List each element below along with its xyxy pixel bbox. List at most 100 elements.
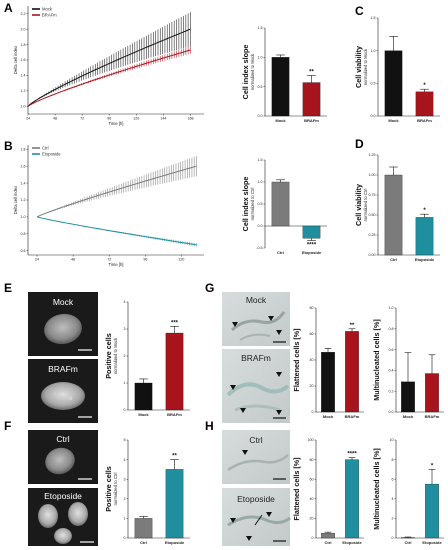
bar-chart-e-positive: 0 1 2 3 4 Mock BRAFm *** Positive cells normalize… xyxy=(104,300,190,417)
bar-g-multi-tick-label: 0.0 xyxy=(389,410,394,414)
bar-f-tick-label: 2 xyxy=(124,497,126,501)
bar-e-category-label: BRAFm xyxy=(167,412,182,417)
line-b-x-tick-label: 120 xyxy=(178,258,184,262)
bar-a-tick-label: 0.0 xyxy=(258,114,263,118)
bar-d-category-label: Etoposide xyxy=(415,257,435,262)
bar-h-multi-y-label: Multinucleated cells [%] xyxy=(372,448,381,529)
bar-a-tick-label: 1.5 xyxy=(258,26,263,30)
line-b-y-tick-label: 0.8 xyxy=(21,232,26,236)
panel-letter-a: A xyxy=(4,1,13,15)
bar-g-multi-bar-0 xyxy=(401,381,415,413)
bar-h-flat-tick-label: 100 xyxy=(308,438,314,442)
bar-g-flat-significance: ** xyxy=(350,323,355,329)
bar-f-tick-label: 5 xyxy=(124,438,126,442)
bar-b-bar-0 xyxy=(271,181,290,227)
bar-f-y-sublabel: normalized to Ctrl xyxy=(113,473,118,506)
bar-c-bar-1 xyxy=(415,91,434,117)
image-label-mock: Mock xyxy=(53,297,74,307)
bar-h-flat-tick-label: 40 xyxy=(310,497,314,501)
bar-h-multi-category-label: Ctrl xyxy=(405,540,412,545)
bar-c-tick-label: 0.5 xyxy=(371,82,376,86)
line-a-x-tick-label: 168 xyxy=(187,117,193,121)
bar-b-y-label: Cell index slope xyxy=(241,177,250,232)
image-label-h-ctrl: Ctrl xyxy=(249,435,262,445)
bar-a-tick-label: 0.5 xyxy=(258,85,263,89)
line-a-y-tick-label: 2.2 xyxy=(21,12,26,16)
image-label-g-mock: Mock xyxy=(246,295,267,305)
bar-d-tick-label: 0.50 xyxy=(369,213,376,217)
bar-e-tick-label: 4 xyxy=(124,300,126,304)
line-a-x-tick-label: 48 xyxy=(53,117,57,121)
microscopy-e-mock: Mock xyxy=(28,292,98,356)
bar-e-tick-label: 3 xyxy=(124,327,126,331)
bar-a-y-label: Cell index slope xyxy=(241,45,250,100)
line-a-x-tick-label: 24 xyxy=(26,117,30,121)
bar-h-multi-significance: * xyxy=(431,463,434,469)
bar-g-multi-category-label: BRAFm xyxy=(425,414,440,419)
bar-g-flat-bar-1 xyxy=(345,331,359,413)
bar-g-multi-tick-label: 0.2 xyxy=(389,389,394,393)
bar-chart-a-slope: 0.0 0.5 1.0 1.5 Mock BRAFm ** Cell index slope n… xyxy=(241,26,327,123)
bar-c-tick-label: 0.0 xyxy=(371,114,376,118)
bar-e-bar-1 xyxy=(165,332,184,411)
brightfield-g-mock: Mock xyxy=(222,292,290,346)
bar-b-tick-label: -0.5 xyxy=(256,246,262,250)
bar-e-category-label: Mock xyxy=(138,412,149,417)
bar-h-flat-y-label: Flattened cells [%] xyxy=(292,457,301,520)
bar-d-bar-0 xyxy=(384,174,403,256)
bar-g-multi-category-label: Mock xyxy=(403,414,414,419)
line-b-y-tick-label: 1.8 xyxy=(21,147,26,151)
line-b-x-tick-label: 48 xyxy=(71,258,75,262)
bar-g-multi-bar-1 xyxy=(425,373,439,413)
bar-b-tick-label: 1.0 xyxy=(258,180,263,184)
bar-g-multi-tick-label: 0.8 xyxy=(389,327,394,331)
bar-e-y-label: Positive cells xyxy=(104,333,113,379)
bar-e-y-sublabel: normalized to Mock xyxy=(113,337,118,374)
bar-h-flat-tick-label: 20 xyxy=(310,517,314,521)
bar-a-tick-label: 1.0 xyxy=(258,56,263,60)
bar-a-category-label: Mock xyxy=(275,118,286,123)
bar-f-tick-label: 3 xyxy=(124,477,126,481)
bar-chart-g-multinucleated: 0.0 0.2 0.4 0.6 0.8 1.0 Mock BRAFm Multinucleate… xyxy=(372,306,444,419)
bar-c-y-sublabel: normalized to Mock xyxy=(363,48,368,85)
panel-letter-h: H xyxy=(205,419,214,433)
bar-h-multi-tick-label: 6 xyxy=(392,477,394,481)
bar-e-tick-label: 0 xyxy=(124,408,126,412)
image-label-brafm: BRAFm xyxy=(48,364,78,374)
line-b-y-tick-label: 1.0 xyxy=(21,215,26,219)
line-a-series-line-0 xyxy=(27,28,191,107)
bar-d-tick-label: 0.00 xyxy=(369,253,376,257)
bar-a-category-label: BRAFm xyxy=(304,118,319,123)
bar-f-tick-label: 4 xyxy=(124,458,126,462)
bar-h-flat-tick-label: 0 xyxy=(312,536,314,540)
panel-letter-b: B xyxy=(4,139,13,153)
microscopy-f-ctrl: Ctrl xyxy=(28,430,98,484)
bar-e-tick-label: 1 xyxy=(124,381,126,385)
line-b-x-tick-label: 72 xyxy=(107,258,111,262)
image-label-h-etoposide: Etoposide xyxy=(237,494,275,504)
bar-b-category-label: Ctrl xyxy=(277,250,284,255)
panel-letter-f: F xyxy=(4,419,11,433)
bar-g-flat-tick-label: 20 xyxy=(310,384,314,388)
bar-g-flat-tick-label: 80 xyxy=(310,306,314,310)
panel-letter-g: G xyxy=(205,281,214,295)
bar-e-bar-0 xyxy=(134,382,153,411)
bar-h-flat-bar-1 xyxy=(345,459,359,539)
line-a-legend-label-0: Mock xyxy=(42,6,53,11)
bar-c-category-label: BRAFm xyxy=(417,118,432,123)
bar-g-flat-tick-label: 40 xyxy=(310,358,314,362)
bar-h-flat-category-label: Etoposide xyxy=(342,540,362,545)
microscopy-f-etoposide: Etoposide xyxy=(28,488,98,546)
line-a-x-title: Time [h] xyxy=(109,121,124,126)
bar-h-multi-tick-label: 0 xyxy=(392,536,394,540)
bar-e-tick-label: 2 xyxy=(124,354,126,358)
bar-b-category-label: Etoposide xyxy=(302,250,322,255)
bar-h-multi-category-label: Etoposide xyxy=(422,540,442,545)
bar-d-tick-label: 0.25 xyxy=(369,233,376,237)
bar-d-y-label: Cell viability xyxy=(354,184,363,226)
panel-letter-c: C xyxy=(355,4,364,18)
bar-d-bar-1 xyxy=(415,217,434,256)
bar-chart-f-positive: 0 1 2 3 4 5 Ctrl Etoposide ** Positive cells norma… xyxy=(104,438,190,545)
bar-h-multi-bar-1 xyxy=(425,483,439,539)
bar-chart-d-viability: 0.00 0.25 0.50 0.75 1.00 1.25 Ctrl Etoposide * Ce… xyxy=(354,153,440,262)
